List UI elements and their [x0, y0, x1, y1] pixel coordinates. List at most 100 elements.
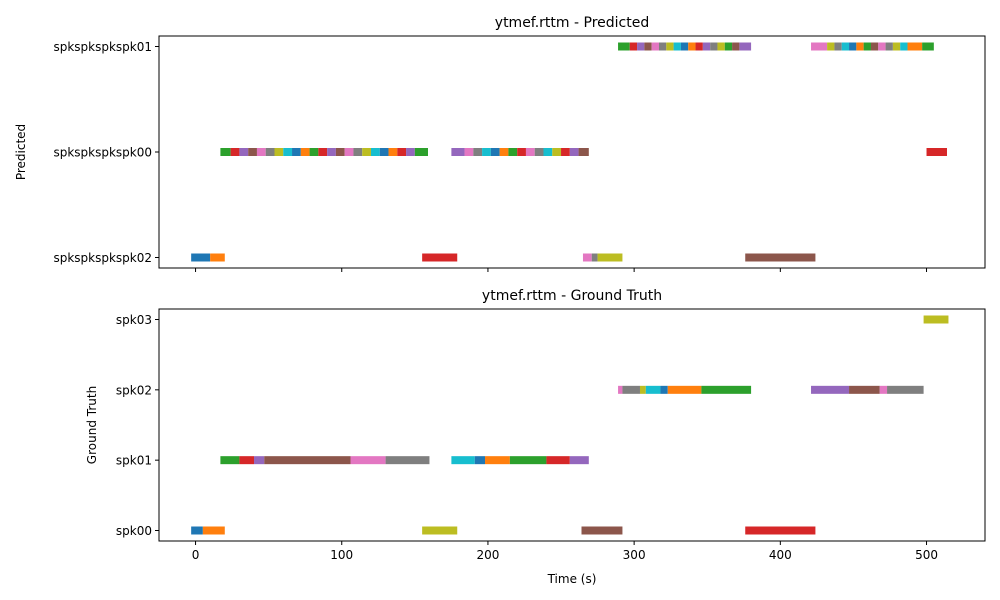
predicted-segment-spkspkspkspk01-46	[637, 42, 645, 51]
predicted-segment-spkspkspkspk00-3	[230, 148, 240, 156]
ground-truth-segment-spk02-25	[849, 385, 880, 394]
predicted-segment-spkspkspkspk00-38	[561, 148, 570, 156]
ground-truth-segment-spk01-6	[350, 456, 386, 465]
predicted-segment-spkspkspkspk00-11	[300, 148, 310, 156]
predicted-segment-spkspkspkspk01-55	[702, 42, 711, 51]
ground-truth-x-tick-label-200: 200	[476, 548, 499, 562]
predicted-chart-title: ytmef.rttm - Predicted	[495, 15, 649, 31]
predicted-segment-spkspkspkspk00-39	[569, 148, 579, 156]
predicted-segment-spkspkspkspk01-72	[892, 42, 901, 51]
predicted-segment-spkspkspkspk02-42	[591, 253, 598, 262]
ground-truth-segment-spk02-24	[811, 385, 850, 394]
ground-truth-y-tick-label-spk03: spk03	[116, 313, 152, 327]
predicted-segment-spkspkspkspk00-35	[534, 148, 544, 156]
predicted-segment-spkspkspkspk01-54	[695, 42, 703, 51]
predicted-segment-spkspkspkspk02-43	[597, 253, 623, 262]
ground-truth-segment-spk02-16	[618, 385, 623, 394]
predicted-segment-spkspkspkspk00-32	[508, 148, 518, 156]
predicted-segment-spkspkspkspk01-58	[724, 42, 733, 51]
predicted-segment-spkspkspkspk02-41	[582, 253, 592, 262]
predicted-segment-spkspkspkspk00-24	[414, 148, 428, 156]
predicted-segment-spkspkspkspk00-17	[353, 148, 363, 156]
predicted-segment-spkspkspkspk02-0	[191, 253, 211, 262]
ground-truth-segment-spk01-12	[509, 456, 547, 465]
predicted-segment-spkspkspkspk02-61	[745, 253, 816, 262]
ground-truth-segment-spk02-20	[660, 385, 668, 394]
ground-truth-x-tick-label-400: 400	[769, 548, 792, 562]
predicted-segment-spkspkspkspk01-73	[900, 42, 908, 51]
predicted-segment-spkspkspkspk00-7	[265, 148, 275, 156]
ground-truth-segment-spk02-21	[667, 385, 702, 394]
predicted-segment-spkspkspkspk00-31	[499, 148, 509, 156]
predicted-axes-frame	[158, 35, 986, 269]
ground-truth-y-axis-label: Ground Truth	[85, 386, 99, 464]
predicted-segment-spkspkspkspk00-33	[517, 148, 526, 156]
predicted-segment-spkspkspkspk01-70	[878, 42, 886, 51]
ground-truth-segment-spk01-10	[474, 456, 486, 465]
ground-truth-segment-spk01-7	[385, 456, 430, 465]
predicted-segment-spkspkspkspk00-21	[388, 148, 398, 156]
predicted-segment-spkspkspkspk01-64	[834, 42, 842, 51]
predicted-segment-spkspkspkspk01-59	[732, 42, 740, 51]
predicted-segment-spkspkspkspk01-48	[651, 42, 659, 51]
ground-truth-segment-spk01-13	[546, 456, 570, 465]
ground-truth-segment-spk02-22	[701, 385, 752, 394]
predicted-segment-spkspkspkspk01-62	[811, 42, 828, 51]
predicted-segment-spkspkspkspk01-65	[841, 42, 850, 51]
predicted-segment-spkspkspkspk01-57	[717, 42, 725, 51]
predicted-segment-spkspkspkspk00-40	[578, 148, 589, 156]
ground-truth-segment-spk01-4	[254, 456, 265, 465]
ground-truth-x-tick-label-500: 500	[915, 548, 938, 562]
predicted-segment-spkspkspkspk00-13	[318, 148, 328, 156]
predicted-segment-spkspkspkspk00-76	[926, 148, 947, 156]
predicted-segment-spkspkspkspk00-29	[482, 148, 491, 156]
predicted-segment-spkspkspkspk00-23	[406, 148, 415, 156]
ground-truth-chart-title: ytmef.rttm - Ground Truth	[482, 288, 662, 304]
predicted-y-ticks: spkspkspkspk02 spkspkspkspk00 spkspkspkspk…	[53, 40, 159, 265]
predicted-segment-spkspkspkspk00-6	[256, 148, 266, 156]
ground-truth-y-ticks: spk00 spk01 spk02 spk03	[116, 313, 159, 538]
predicted-segment-spkspkspkspk00-8	[274, 148, 284, 156]
ground-truth-segment-spk02-27	[887, 385, 924, 394]
predicted-segment-spkspkspkspk00-12	[309, 148, 319, 156]
predicted-segment-spkspkspkspk00-19	[370, 148, 380, 156]
predicted-segment-spkspkspkspk00-2	[220, 148, 231, 156]
predicted-segment-spkspkspkspk00-10	[292, 148, 301, 156]
predicted-segment-spkspkspkspk00-15	[335, 148, 345, 156]
ground-truth-y-tick-label-spk00: spk00	[116, 524, 152, 538]
predicted-segment-spkspkspkspk01-75	[922, 42, 934, 51]
predicted-segment-spkspkspkspk01-69	[870, 42, 879, 51]
ground-truth-segment-spk02-18	[639, 385, 646, 394]
ground-truth-x-ticks: 0 100 200 300 400 500	[192, 541, 938, 562]
ground-truth-x-tick-label-100: 100	[330, 548, 353, 562]
predicted-segment-spkspkspkspk01-66	[849, 42, 857, 51]
predicted-segment-spkspkspkspk00-16	[344, 148, 354, 156]
predicted-segment-spkspkspkspk02-25	[422, 253, 458, 262]
ground-truth-segment-spk01-2	[220, 456, 240, 465]
ground-truth-segment-spk02-26	[879, 385, 888, 394]
predicted-segments	[191, 42, 947, 262]
predicted-segment-spkspkspkspk02-1	[210, 253, 225, 262]
predicted-segment-spkspkspkspk00-20	[379, 148, 389, 156]
ground-truth-segment-spk00-1	[202, 526, 225, 535]
predicted-segment-spkspkspkspk01-51	[673, 42, 681, 51]
ground-truth-segments	[191, 315, 949, 535]
predicted-segment-spkspkspkspk01-74	[907, 42, 923, 51]
predicted-segment-spkspkspkspk00-37	[552, 148, 562, 156]
predicted-segment-spkspkspkspk01-71	[885, 42, 893, 51]
predicted-segment-spkspkspkspk00-22	[397, 148, 407, 156]
ground-truth-axes-frame	[158, 308, 986, 542]
predicted-segment-spkspkspkspk00-30	[490, 148, 500, 156]
ground-truth-segment-spk01-3	[239, 456, 255, 465]
predicted-segment-spkspkspkspk01-63	[827, 42, 835, 51]
ground-truth-segment-spk01-14	[569, 456, 589, 465]
predicted-segment-spkspkspkspk00-26	[451, 148, 465, 156]
predicted-segment-spkspkspkspk01-56	[710, 42, 718, 51]
predicted-segment-spkspkspkspk01-53	[688, 42, 696, 51]
predicted-segment-spkspkspkspk01-47	[644, 42, 652, 51]
ground-truth-x-tick-label-300: 300	[623, 548, 646, 562]
predicted-x-ticks	[195, 268, 928, 272]
predicted-segment-spkspkspkspk00-27	[464, 148, 474, 156]
